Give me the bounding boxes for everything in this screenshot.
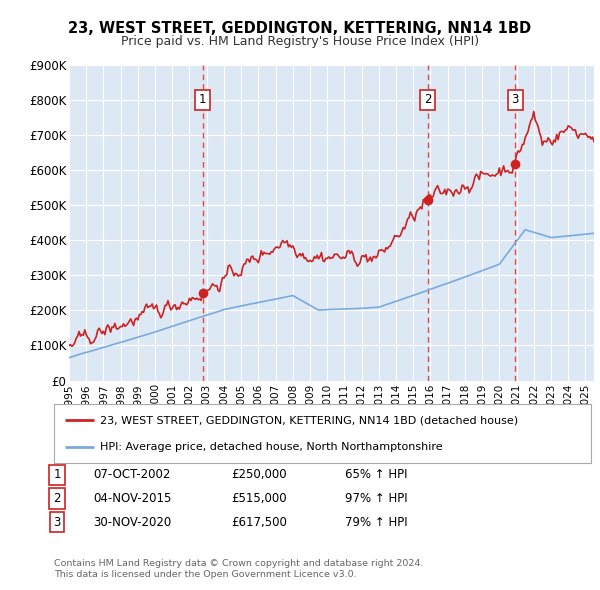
Text: 2: 2: [53, 492, 61, 505]
Text: 2: 2: [424, 93, 431, 106]
Text: 79% ↑ HPI: 79% ↑ HPI: [345, 516, 407, 529]
Text: £515,000: £515,000: [231, 492, 287, 505]
Text: £250,000: £250,000: [231, 468, 287, 481]
Text: 65% ↑ HPI: 65% ↑ HPI: [345, 468, 407, 481]
Text: 07-OCT-2002: 07-OCT-2002: [93, 468, 170, 481]
Text: 04-NOV-2015: 04-NOV-2015: [93, 492, 172, 505]
Text: 3: 3: [511, 93, 519, 106]
Text: 3: 3: [53, 516, 61, 529]
Text: 1: 1: [199, 93, 206, 106]
Text: 23, WEST STREET, GEDDINGTON, KETTERING, NN14 1BD (detached house): 23, WEST STREET, GEDDINGTON, KETTERING, …: [100, 415, 518, 425]
Text: Price paid vs. HM Land Registry's House Price Index (HPI): Price paid vs. HM Land Registry's House …: [121, 35, 479, 48]
Text: 30-NOV-2020: 30-NOV-2020: [93, 516, 171, 529]
Text: £617,500: £617,500: [231, 516, 287, 529]
Text: HPI: Average price, detached house, North Northamptonshire: HPI: Average price, detached house, Nort…: [100, 442, 442, 452]
Text: Contains HM Land Registry data © Crown copyright and database right 2024.: Contains HM Land Registry data © Crown c…: [54, 559, 424, 568]
Text: 1: 1: [53, 468, 61, 481]
Text: This data is licensed under the Open Government Licence v3.0.: This data is licensed under the Open Gov…: [54, 571, 356, 579]
Text: 97% ↑ HPI: 97% ↑ HPI: [345, 492, 407, 505]
Text: 23, WEST STREET, GEDDINGTON, KETTERING, NN14 1BD: 23, WEST STREET, GEDDINGTON, KETTERING, …: [68, 21, 532, 35]
